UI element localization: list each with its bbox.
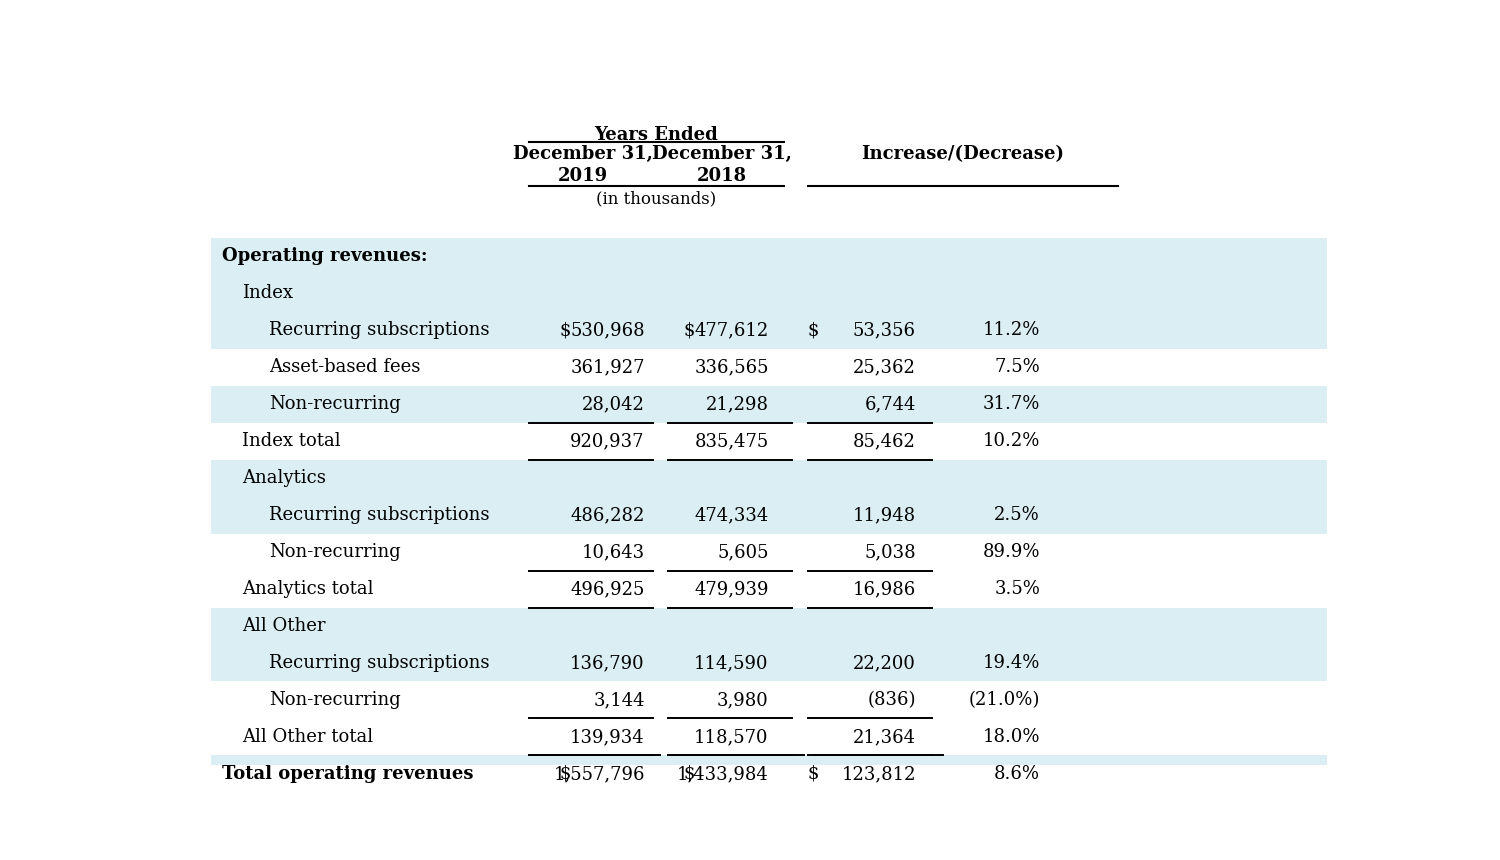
- Text: 3.5%: 3.5%: [994, 580, 1039, 598]
- Bar: [210, 275, 1326, 312]
- Text: 21,364: 21,364: [853, 728, 916, 746]
- Text: 89.9%: 89.9%: [982, 544, 1040, 561]
- Bar: [210, 681, 1326, 718]
- Text: 31.7%: 31.7%: [982, 396, 1040, 414]
- Text: 5,605: 5,605: [717, 544, 768, 561]
- Text: 7.5%: 7.5%: [994, 359, 1039, 377]
- Text: 28,042: 28,042: [582, 396, 645, 414]
- Text: $: $: [684, 322, 694, 340]
- Bar: [210, 349, 1326, 386]
- Text: $: $: [560, 765, 572, 783]
- Text: 496,925: 496,925: [570, 580, 645, 598]
- Text: 10,643: 10,643: [582, 544, 645, 561]
- Text: Analytics total: Analytics total: [242, 580, 374, 598]
- Text: 8.6%: 8.6%: [994, 765, 1039, 783]
- Text: 477,612: 477,612: [694, 322, 768, 340]
- Bar: [210, 533, 1326, 570]
- Text: 6,744: 6,744: [864, 396, 916, 414]
- Bar: [210, 386, 1326, 423]
- Text: 474,334: 474,334: [694, 507, 768, 524]
- Text: 3,144: 3,144: [592, 691, 645, 709]
- Text: 18.0%: 18.0%: [982, 728, 1040, 746]
- Text: 19.4%: 19.4%: [982, 654, 1040, 672]
- Text: Non-recurring: Non-recurring: [268, 396, 400, 414]
- Bar: [210, 460, 1326, 497]
- Text: Years Ended: Years Ended: [594, 126, 718, 144]
- Text: 10.2%: 10.2%: [982, 433, 1040, 451]
- Bar: [210, 607, 1326, 644]
- Text: 22,200: 22,200: [853, 654, 916, 672]
- Text: Asset-based fees: Asset-based fees: [268, 359, 420, 377]
- Text: (836): (836): [867, 691, 916, 709]
- Text: Index total: Index total: [242, 433, 340, 451]
- Bar: [210, 312, 1326, 349]
- Text: 85,462: 85,462: [853, 433, 916, 451]
- Text: 361,927: 361,927: [570, 359, 645, 377]
- Text: (in thousands): (in thousands): [596, 190, 717, 207]
- Text: 835,475: 835,475: [694, 433, 768, 451]
- Text: 21,298: 21,298: [705, 396, 768, 414]
- Text: 3,980: 3,980: [717, 691, 768, 709]
- Text: Recurring subscriptions: Recurring subscriptions: [268, 507, 489, 524]
- Text: Increase/(Decrease): Increase/(Decrease): [861, 144, 1064, 163]
- Text: (21.0%): (21.0%): [969, 691, 1040, 709]
- Text: 2.5%: 2.5%: [994, 507, 1039, 524]
- Bar: [210, 570, 1326, 607]
- Bar: [210, 718, 1326, 755]
- Text: Analytics: Analytics: [242, 470, 326, 487]
- Text: $: $: [684, 765, 694, 783]
- Text: 336,565: 336,565: [694, 359, 768, 377]
- Text: 920,937: 920,937: [570, 433, 645, 451]
- Text: $: $: [807, 765, 819, 783]
- Text: 11,948: 11,948: [853, 507, 916, 524]
- Text: Total operating revenues: Total operating revenues: [222, 765, 474, 783]
- Bar: [210, 423, 1326, 460]
- Text: 530,968: 530,968: [570, 322, 645, 340]
- Text: Index: Index: [242, 285, 292, 303]
- Text: $: $: [807, 322, 819, 340]
- Bar: [210, 644, 1326, 681]
- Text: 114,590: 114,590: [694, 654, 768, 672]
- Text: 479,939: 479,939: [694, 580, 768, 598]
- Text: All Other total: All Other total: [242, 728, 374, 746]
- Bar: [210, 238, 1326, 275]
- Text: 25,362: 25,362: [853, 359, 916, 377]
- Text: 53,356: 53,356: [853, 322, 916, 340]
- Text: 139,934: 139,934: [570, 728, 645, 746]
- Text: December 31,
2019: December 31, 2019: [513, 144, 652, 185]
- Text: 1,557,796: 1,557,796: [554, 765, 645, 783]
- Text: 136,790: 136,790: [570, 654, 645, 672]
- Text: Recurring subscriptions: Recurring subscriptions: [268, 654, 489, 672]
- Bar: [210, 755, 1326, 792]
- Text: Non-recurring: Non-recurring: [268, 544, 400, 561]
- Text: 5,038: 5,038: [864, 544, 916, 561]
- Text: 11.2%: 11.2%: [982, 322, 1040, 340]
- Text: Operating revenues:: Operating revenues:: [222, 248, 428, 266]
- Text: 1,433,984: 1,433,984: [676, 765, 768, 783]
- Bar: [210, 497, 1326, 533]
- Text: All Other: All Other: [242, 617, 326, 635]
- Text: 16,986: 16,986: [852, 580, 916, 598]
- Text: December 31,
2018: December 31, 2018: [652, 144, 792, 185]
- Text: 118,570: 118,570: [694, 728, 768, 746]
- Text: 123,812: 123,812: [842, 765, 916, 783]
- Text: 486,282: 486,282: [570, 507, 645, 524]
- Text: Non-recurring: Non-recurring: [268, 691, 400, 709]
- Text: $: $: [560, 322, 572, 340]
- Text: Recurring subscriptions: Recurring subscriptions: [268, 322, 489, 340]
